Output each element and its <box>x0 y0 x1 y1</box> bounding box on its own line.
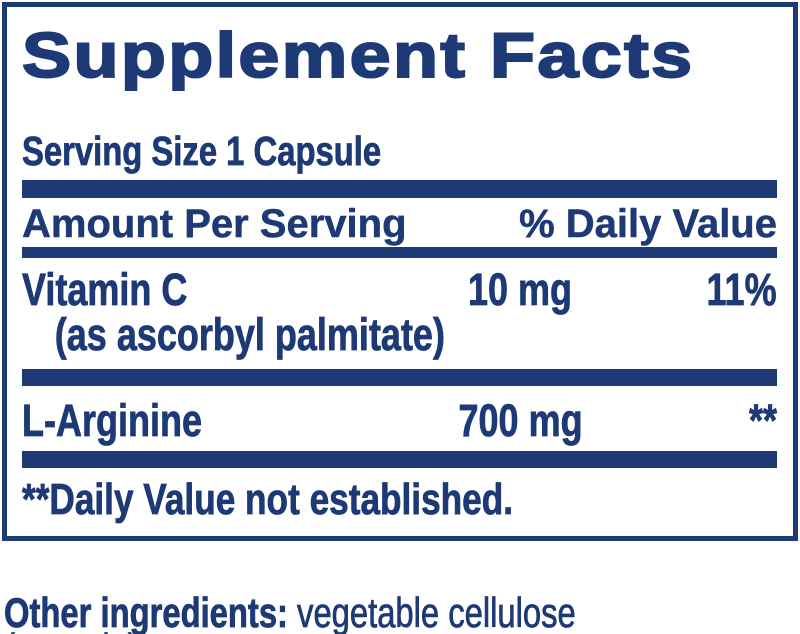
ingredient-amount-cell: 10 mg <box>430 264 611 315</box>
divider-bar-thick <box>22 180 777 198</box>
ingredient-dv-cell: 11% <box>611 264 778 315</box>
supplement-facts-panel: Supplement Facts Serving Size 1 Capsule … <box>2 2 798 541</box>
daily-value-footnote: **Daily Value not established. <box>22 475 777 524</box>
ingredient-daily-value: 11% <box>706 264 778 315</box>
column-header-amount: Amount Per Serving <box>22 202 407 246</box>
other-ingredients-label: Other ingredients: <box>4 589 289 634</box>
ingredient-name-cell: Vitamin C (as ascorbyl palmitate) <box>22 267 446 358</box>
serving-size-line: Serving Size 1 Capsule <box>22 128 777 174</box>
ingredient-row-l-arginine: L-Arginine 700 mg ** <box>22 395 778 446</box>
ingredient-name: L-Arginine <box>22 395 203 446</box>
serving-size-text: Serving Size 1 Capsule <box>22 128 382 174</box>
ingredient-name: Vitamin C <box>22 264 188 315</box>
ingredient-name-cell: L-Arginine <box>22 395 430 446</box>
ingredient-amount: 700 mg <box>458 395 583 446</box>
divider-bar-thin <box>22 247 777 258</box>
column-header-row: Amount Per Serving % Daily Value <box>22 202 777 246</box>
daily-value-footnote-text: **Daily Value not established. <box>22 475 514 524</box>
divider-bar-mid <box>22 369 777 386</box>
ingredient-row-vitamin-c: Vitamin C (as ascorbyl palmitate) 10 mg … <box>22 264 778 358</box>
other-ingredients-block: Other ingredients: vegetable cellulose (… <box>4 591 620 634</box>
ingredient-detail: (as ascorbyl palmitate) <box>54 309 445 360</box>
other-ingredients-line1: vegetable cellulose (capsule), <box>4 589 576 634</box>
ingredient-amount: 10 mg <box>468 264 573 315</box>
ingredient-amount-cell: 700 mg <box>430 395 611 446</box>
ingredient-dv-cell: ** <box>611 395 778 446</box>
panel-title: Supplement Facts <box>21 20 695 92</box>
column-header-daily-value: % Daily Value <box>519 202 777 246</box>
ingredient-name-block: Vitamin C (as ascorbyl palmitate) <box>22 264 446 360</box>
divider-bar-mid <box>22 451 777 468</box>
ingredient-daily-value: ** <box>748 395 778 446</box>
other-ingredients: Other ingredients: vegetable cellulose (… <box>4 591 794 634</box>
